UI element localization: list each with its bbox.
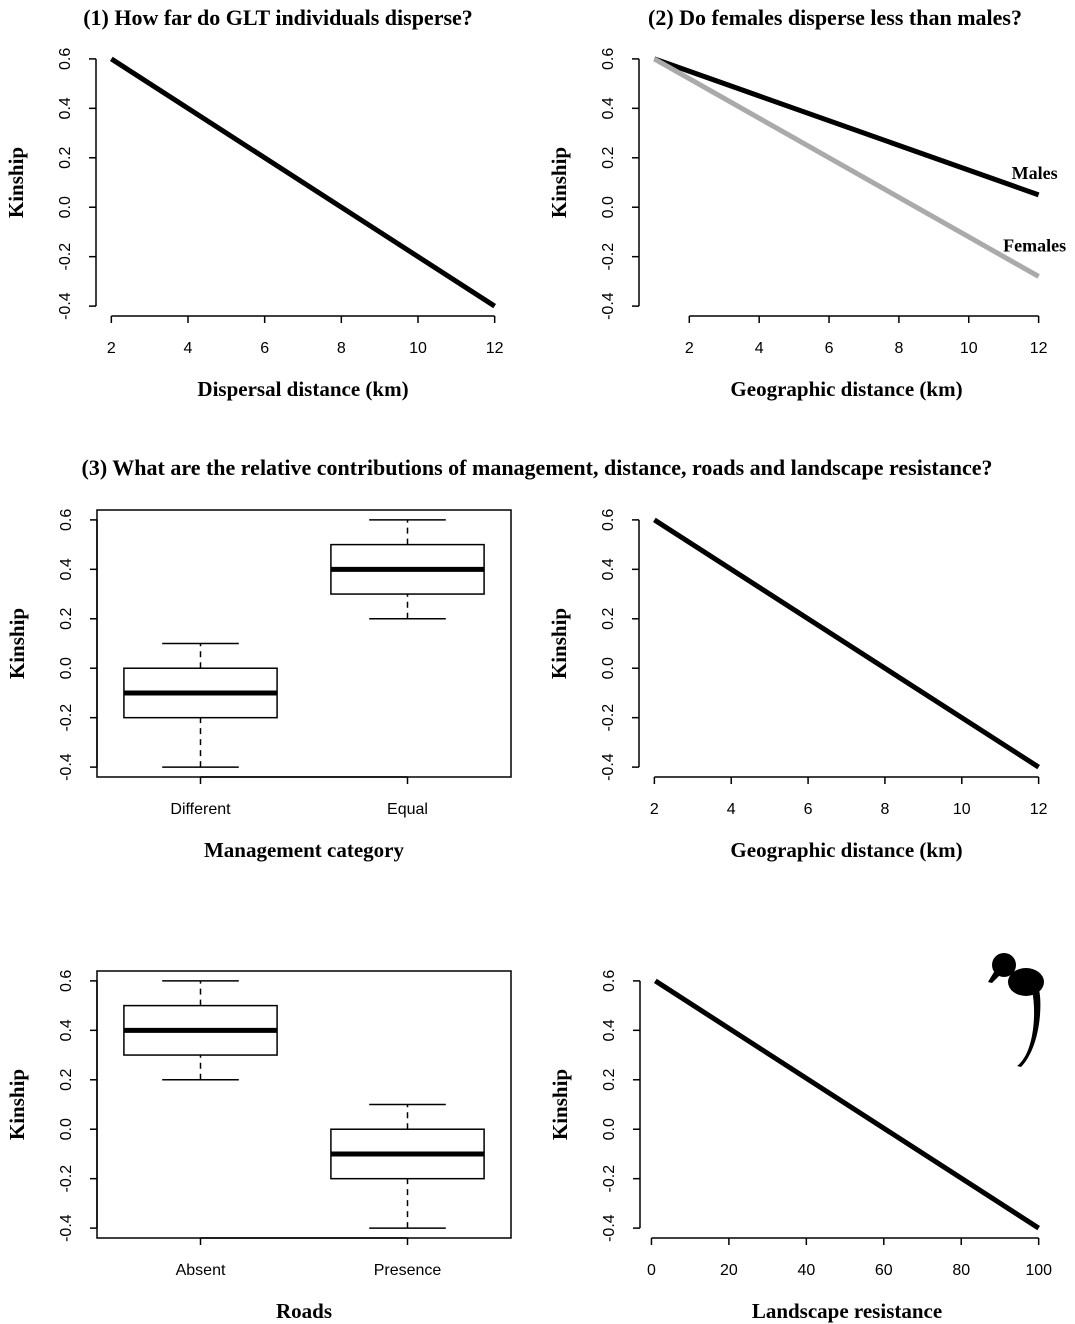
y-tick-label: 0.6 [600, 48, 617, 70]
x-tick-label: 4 [727, 801, 736, 818]
y-tick-label: -0.2 [58, 704, 75, 732]
y-tick-label: 0.6 [58, 509, 75, 531]
y-tick-label: 0.2 [601, 1069, 618, 1091]
y-tick-label: 0.4 [58, 558, 75, 580]
y-tick-label: -0.2 [600, 704, 617, 732]
x-tick-label: 8 [880, 801, 889, 818]
x-tick-label: 8 [337, 340, 346, 357]
x-tick-label: 2 [685, 340, 694, 357]
y-tick-label: -0.2 [600, 243, 617, 271]
x-tick-label: Different [170, 801, 231, 818]
x-axis-title: Landscape resistance [752, 1299, 942, 1323]
y-tick-label: 0.0 [601, 1118, 618, 1140]
x-tick-label: 4 [184, 340, 193, 357]
x-tick-label: 80 [952, 1262, 970, 1279]
x-tick-label: 2 [107, 340, 116, 357]
x-axis-title: Dispersal distance (km) [197, 377, 408, 401]
section-title: (3) What are the relative contributions … [82, 455, 993, 480]
y-tick-label: 0.0 [57, 196, 74, 218]
monkey-icon [988, 953, 1044, 1067]
x-tick-label: 20 [720, 1262, 738, 1279]
x-axis-title: Geographic distance (km) [730, 377, 962, 401]
chart-title: (1) How far do GLT individuals disperse? [83, 5, 473, 30]
y-tick-label: -0.4 [57, 292, 74, 320]
y-tick-label: -0.2 [58, 1165, 75, 1193]
y-tick-label: -0.4 [58, 1214, 75, 1242]
y-tick-label: -0.2 [57, 243, 74, 271]
y-tick-label: -0.4 [58, 753, 75, 781]
y-tick-label: 0.2 [57, 147, 74, 169]
x-tick-label: 12 [1030, 340, 1048, 357]
x-tick-label: Presence [374, 1262, 442, 1279]
y-tick-label: 0.6 [58, 970, 75, 992]
y-tick-label: 0.6 [57, 48, 74, 70]
data-line [653, 56, 1040, 198]
data-line [653, 978, 1041, 1231]
x-tick-label: 10 [409, 340, 427, 357]
chart-title: (2) Do females disperse less than males? [648, 5, 1022, 30]
x-tick-label: 60 [875, 1262, 893, 1279]
y-axis-title: Kinship [5, 608, 29, 679]
y-axis-title: Kinship [4, 147, 28, 218]
x-tick-label: Absent [176, 1262, 226, 1279]
x-tick-label: 12 [1030, 801, 1048, 818]
x-tick-label: 10 [960, 340, 978, 357]
x-tick-label: 6 [804, 801, 813, 818]
x-tick-label: 6 [825, 340, 834, 357]
y-tick-label: 0.0 [600, 657, 617, 679]
y-axis-title: Kinship [547, 608, 571, 679]
y-tick-label: 0.4 [58, 1019, 75, 1041]
x-axis-title: Management category [204, 838, 405, 862]
y-tick-label: 0.4 [600, 97, 617, 119]
y-tick-label: 0.2 [600, 147, 617, 169]
y-tick-label: -0.2 [601, 1165, 618, 1193]
series-label: Males [1012, 163, 1058, 183]
y-tick-label: 0.2 [58, 1069, 75, 1091]
x-tick-label: 0 [647, 1262, 656, 1279]
y-tick-label: 0.6 [600, 509, 617, 531]
y-tick-label: -0.4 [601, 1214, 618, 1242]
y-tick-label: 0.2 [600, 608, 617, 630]
x-tick-label: 4 [755, 340, 764, 357]
x-tick-label: 12 [486, 340, 504, 357]
plot-frame [96, 509, 512, 778]
x-tick-label: 6 [260, 340, 269, 357]
y-tick-label: 0.6 [601, 970, 618, 992]
plot-frame [96, 970, 512, 1239]
data-line [653, 517, 1040, 770]
x-axis-title: Geographic distance (km) [730, 838, 962, 862]
y-axis-title: Kinship [5, 1069, 29, 1140]
y-axis-title: Kinship [548, 1069, 572, 1140]
y-tick-label: 0.0 [600, 196, 617, 218]
y-tick-label: 0.0 [58, 657, 75, 679]
data-line [109, 56, 497, 309]
y-tick-label: -0.4 [600, 753, 617, 781]
y-tick-label: 0.2 [58, 608, 75, 630]
x-tick-label: 100 [1025, 1262, 1052, 1279]
series-label: Females [1003, 236, 1066, 256]
x-axis-title: Roads [276, 1299, 332, 1323]
data-line [653, 56, 1040, 279]
y-axis-title: Kinship [547, 147, 571, 218]
x-tick-label: 10 [953, 801, 971, 818]
y-tick-label: 0.4 [600, 558, 617, 580]
y-tick-label: 0.0 [58, 1118, 75, 1140]
y-tick-label: -0.4 [600, 292, 617, 320]
x-tick-label: 8 [894, 340, 903, 357]
x-tick-label: Equal [387, 801, 428, 818]
x-tick-label: 40 [797, 1262, 815, 1279]
y-tick-label: 0.4 [601, 1019, 618, 1041]
y-tick-label: 0.4 [57, 97, 74, 119]
x-tick-label: 2 [650, 801, 659, 818]
